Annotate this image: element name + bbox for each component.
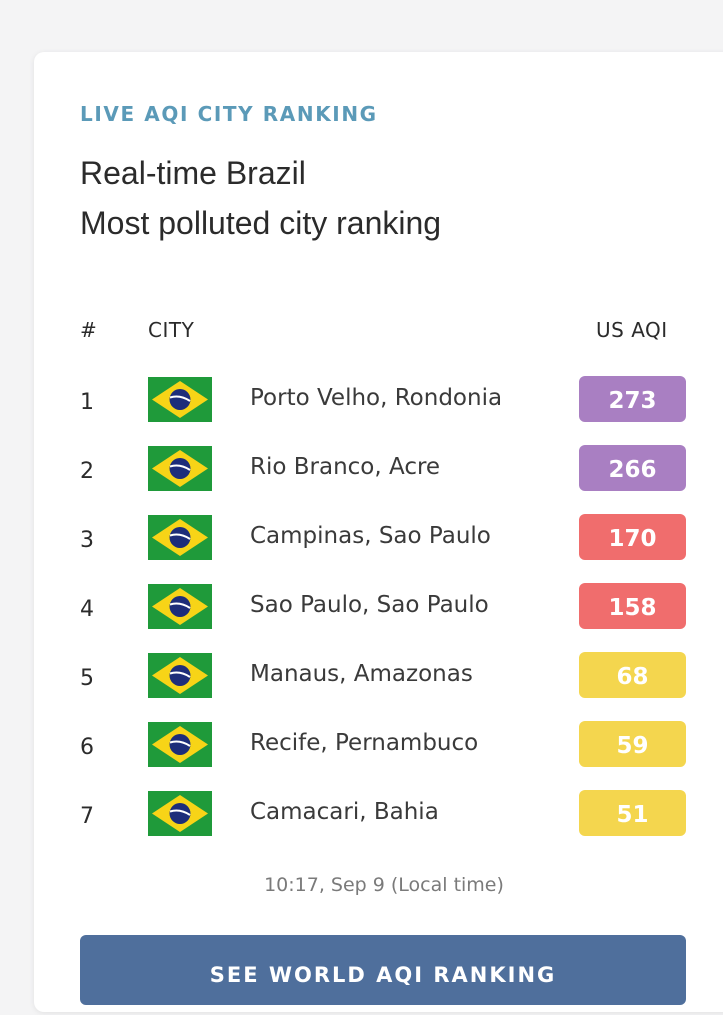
table-row[interactable]: 4 Sao Paulo, Sao Paulo 158	[34, 581, 723, 641]
table-row[interactable]: 5 Manaus, Amazonas 68	[34, 650, 723, 710]
aqi-badge: 51	[579, 790, 686, 836]
brazil-flag-icon	[148, 515, 212, 560]
table-row[interactable]: 6 Recife, Pernambuco 59	[34, 719, 723, 779]
aqi-badge: 158	[579, 583, 686, 629]
brazil-flag-icon	[148, 653, 212, 698]
row-rank: 7	[80, 804, 94, 829]
row-rank: 1	[80, 390, 94, 415]
aqi-badge: 59	[579, 721, 686, 767]
aqi-badge: 266	[579, 445, 686, 491]
row-city[interactable]: Rio Branco, Acre	[250, 454, 441, 480]
title-line-2: Most polluted city ranking	[80, 205, 442, 241]
header-aqi: US AQI	[596, 318, 668, 342]
header-rank: #	[80, 318, 98, 342]
see-world-aqi-ranking-button[interactable]: SEE WORLD AQI RANKING	[80, 935, 686, 1005]
row-city[interactable]: Manaus, Amazonas	[250, 661, 473, 687]
title-line-1: Real-time Brazil	[80, 155, 306, 191]
widget-eyebrow: LIVE AQI CITY RANKING	[80, 102, 378, 126]
widget-title: Real-time Brazil Most polluted city rank…	[80, 148, 441, 248]
local-time: 10:17, Sep 9 (Local time)	[264, 874, 504, 896]
table-row[interactable]: 7 Camacari, Bahia 51	[34, 788, 723, 848]
aqi-badge: 170	[579, 514, 686, 560]
row-rank: 2	[80, 459, 94, 484]
table-row[interactable]: 1 Porto Velho, Rondonia 273	[34, 374, 723, 434]
table-row[interactable]: 2 Rio Branco, Acre 266	[34, 443, 723, 503]
brazil-flag-icon	[148, 791, 212, 836]
header-city: CITY	[148, 318, 195, 342]
brazil-flag-icon	[148, 722, 212, 767]
row-rank: 5	[80, 666, 94, 691]
row-city[interactable]: Recife, Pernambuco	[250, 730, 479, 756]
row-city[interactable]: Porto Velho, Rondonia	[250, 385, 503, 411]
brazil-flag-icon	[148, 377, 212, 422]
row-city[interactable]: Sao Paulo, Sao Paulo	[250, 592, 489, 618]
row-rank: 3	[80, 528, 94, 553]
brazil-flag-icon	[148, 584, 212, 629]
table-row[interactable]: 3 Campinas, Sao Paulo 170	[34, 512, 723, 572]
row-rank: 4	[80, 597, 94, 622]
row-city[interactable]: Campinas, Sao Paulo	[250, 523, 491, 549]
aqi-ranking-card: LIVE AQI CITY RANKING Real-time Brazil M…	[34, 52, 723, 1012]
row-rank: 6	[80, 735, 94, 760]
aqi-badge: 273	[579, 376, 686, 422]
brazil-flag-icon	[148, 446, 212, 491]
aqi-badge: 68	[579, 652, 686, 698]
row-city[interactable]: Camacari, Bahia	[250, 799, 439, 825]
